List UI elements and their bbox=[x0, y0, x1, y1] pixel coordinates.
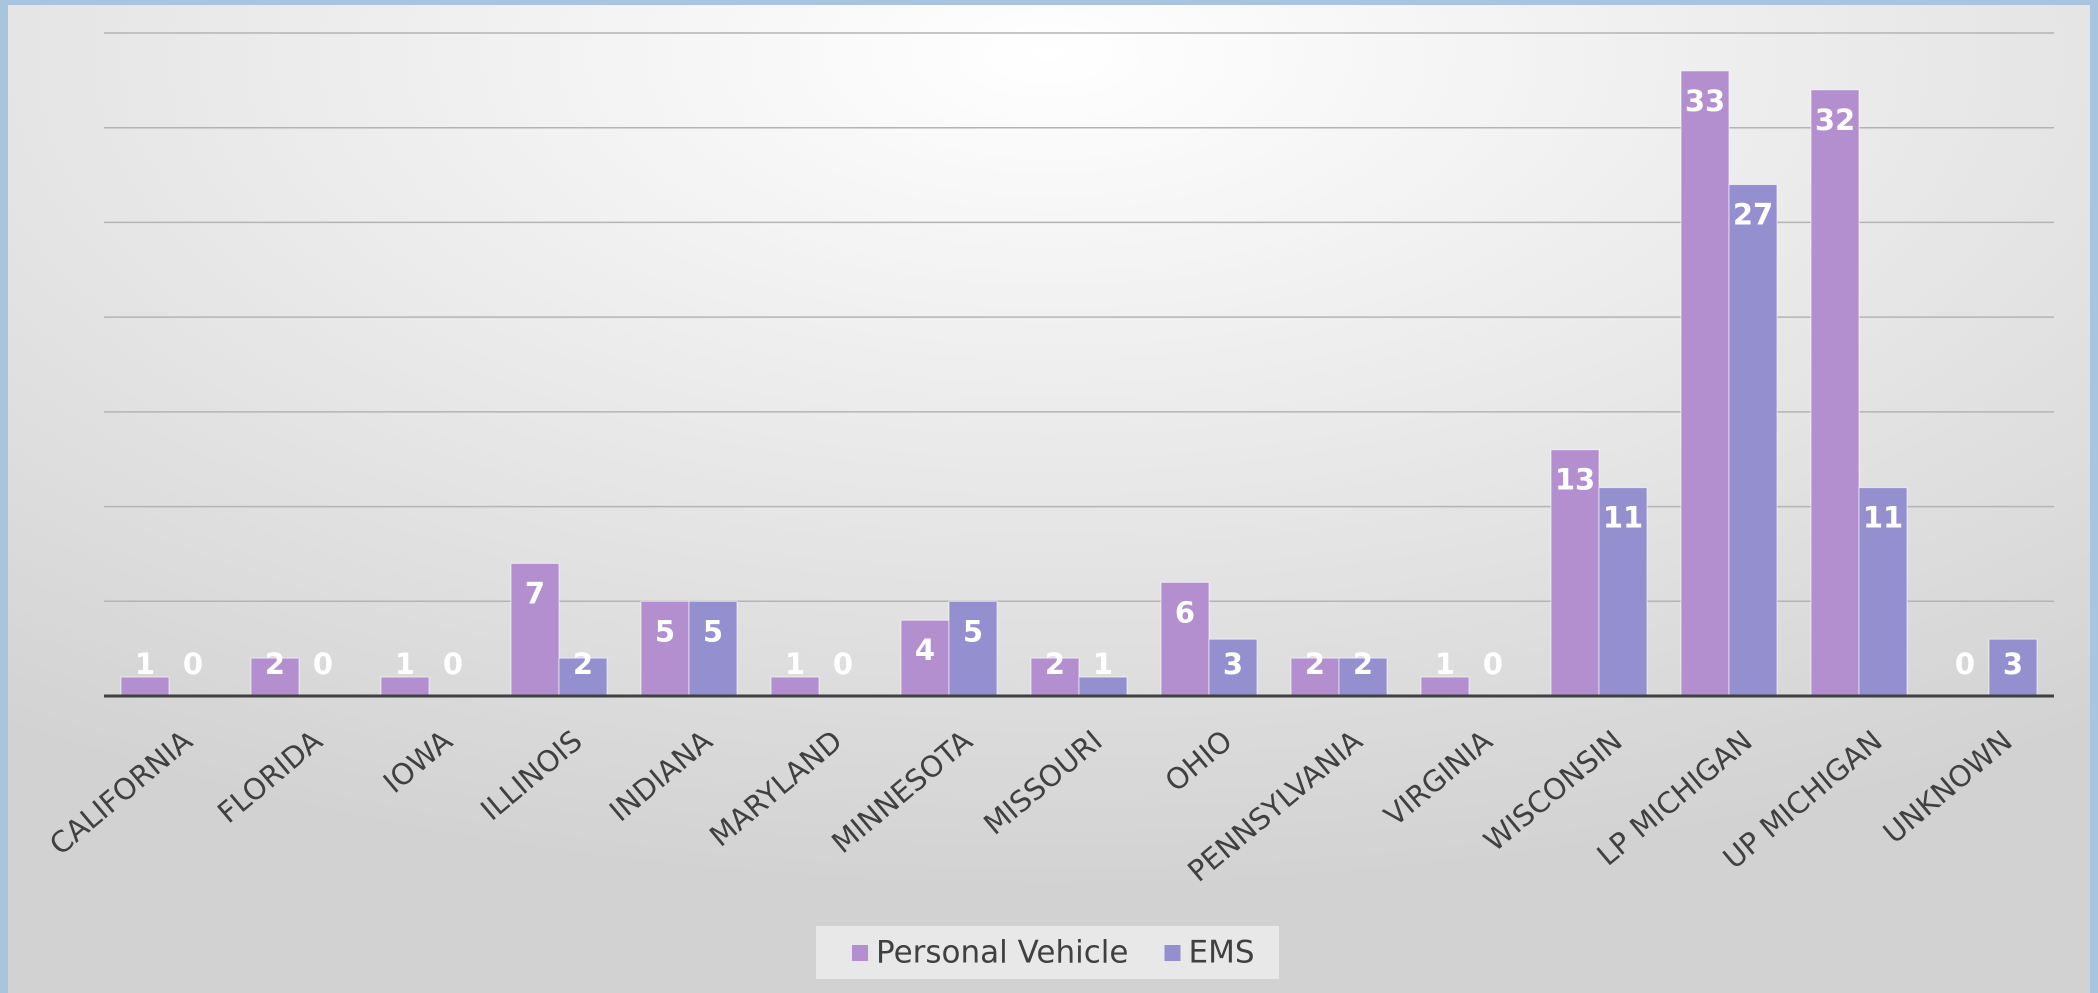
data-label: 5 bbox=[963, 614, 983, 648]
bar bbox=[1680, 70, 1730, 697]
bar bbox=[1338, 657, 1388, 697]
data-label: 11 bbox=[1863, 501, 1903, 535]
bar bbox=[1728, 184, 1778, 697]
data-label: 0 bbox=[1955, 647, 1975, 681]
data-label: 5 bbox=[655, 614, 675, 648]
data-label: 7 bbox=[525, 576, 545, 610]
data-label: 1 bbox=[785, 647, 805, 681]
data-label: 3 bbox=[2003, 647, 2023, 681]
data-label: 2 bbox=[573, 647, 593, 681]
legend: Personal Vehicle EMS bbox=[816, 926, 1279, 979]
bar bbox=[948, 600, 998, 697]
data-label: 0 bbox=[1483, 647, 1503, 681]
legend-box bbox=[816, 926, 1279, 979]
data-label: 6 bbox=[1175, 595, 1195, 629]
data-label: 32 bbox=[1815, 103, 1855, 137]
data-label: 1 bbox=[1093, 647, 1113, 681]
data-label: 13 bbox=[1555, 463, 1595, 497]
data-label: 2 bbox=[265, 647, 285, 681]
data-label: 2 bbox=[1305, 647, 1325, 681]
bar bbox=[1550, 449, 1600, 697]
bar bbox=[1598, 487, 1648, 697]
bar bbox=[1988, 638, 2038, 697]
bar bbox=[688, 600, 738, 697]
bar bbox=[510, 562, 560, 697]
legend-label: EMS bbox=[1189, 935, 1255, 971]
data-label: 11 bbox=[1603, 501, 1643, 535]
bar bbox=[1810, 89, 1860, 697]
data-label: 1 bbox=[1435, 647, 1455, 681]
legend-label: Personal Vehicle bbox=[876, 935, 1129, 971]
data-label: 3 bbox=[1223, 647, 1243, 681]
bar bbox=[1858, 487, 1908, 697]
data-label: 5 bbox=[703, 614, 723, 648]
data-label: 0 bbox=[183, 647, 203, 681]
legend-swatch bbox=[1164, 945, 1181, 961]
background bbox=[8, 5, 2090, 993]
bar bbox=[900, 619, 950, 697]
data-label: 4 bbox=[915, 633, 935, 667]
data-label: 2 bbox=[1353, 647, 1373, 681]
data-label: 2 bbox=[1045, 647, 1065, 681]
data-label: 27 bbox=[1733, 198, 1773, 232]
bar bbox=[640, 600, 690, 697]
data-label: 1 bbox=[395, 647, 415, 681]
legend-swatch bbox=[852, 945, 868, 961]
data-label: 0 bbox=[443, 647, 463, 681]
data-label: 33 bbox=[1685, 84, 1725, 118]
data-label: 1 bbox=[135, 647, 155, 681]
data-label: 0 bbox=[833, 647, 853, 681]
bar bbox=[1208, 638, 1258, 697]
data-label: 0 bbox=[313, 647, 333, 681]
